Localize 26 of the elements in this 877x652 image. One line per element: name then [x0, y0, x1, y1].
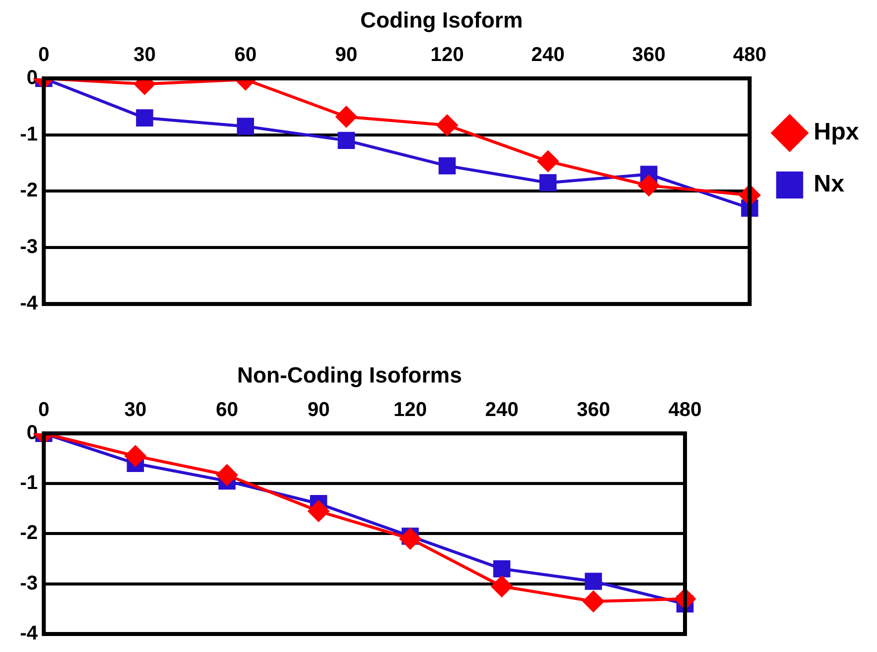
x-tick-label: 30 — [124, 398, 147, 421]
y-tick-label: -2 — [20, 522, 38, 544]
y-tick-label: -4 — [20, 622, 39, 645]
x-tick-label: 240 — [531, 44, 565, 66]
y-tick-label: -4 — [20, 292, 39, 315]
y-tick-label: -3 — [20, 236, 38, 258]
x-tick-label: 90 — [307, 398, 330, 421]
chart-title: Coding Isoform — [360, 7, 523, 32]
x-tick-label: 60 — [234, 44, 257, 66]
x-tick-label: 60 — [216, 398, 238, 421]
y-tick-label: -3 — [20, 572, 38, 594]
x-tick-label: 90 — [335, 44, 358, 66]
x-tick-label: 120 — [394, 398, 427, 421]
x-tick-label: 120 — [430, 44, 464, 66]
x-tick-label: 360 — [632, 44, 666, 66]
y-tick-label: -2 — [20, 180, 38, 202]
x-tick-label: 30 — [134, 44, 156, 66]
x-tick-label: 480 — [732, 44, 766, 66]
y-tick-label: -1 — [20, 123, 38, 146]
x-tick-label: 240 — [485, 398, 518, 421]
y-tick-label: -1 — [20, 472, 38, 494]
chart-title: Non-Coding Isoforms — [237, 362, 462, 388]
x-tick-label: 360 — [576, 398, 610, 421]
x-tick-label: 480 — [668, 398, 702, 421]
legend-label: Hpx — [814, 118, 860, 146]
legend-label: Nx — [814, 170, 845, 198]
